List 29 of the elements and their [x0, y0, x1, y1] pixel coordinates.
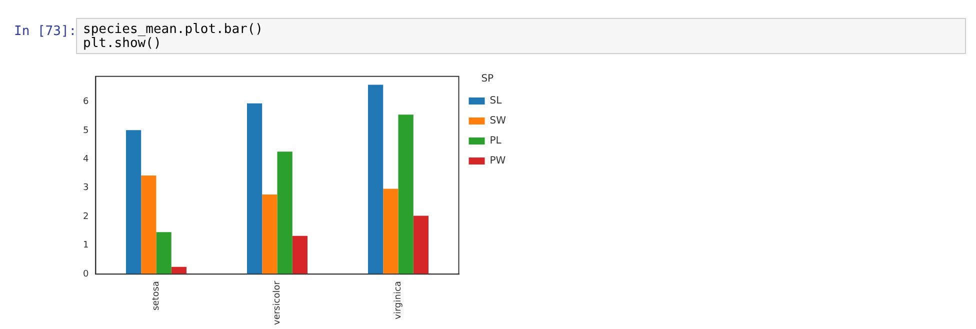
- legend-label: SL: [490, 96, 502, 107]
- bar: [246, 103, 262, 274]
- y-tick-label: 3: [82, 183, 89, 194]
- x-tick-label: virginica: [394, 281, 404, 320]
- y-tick-label: 2: [82, 212, 89, 222]
- legend-title: SP: [481, 74, 494, 85]
- bar: [413, 216, 429, 274]
- bar: [398, 114, 414, 274]
- y-tick-label: 5: [82, 126, 89, 136]
- x-tick-label: versicolor: [272, 280, 283, 326]
- bar: [383, 188, 398, 274]
- bar: [156, 232, 172, 274]
- text: In [73]:: [14, 24, 77, 39]
- bar: [141, 176, 156, 274]
- bar: [277, 152, 292, 274]
- y-tick-label: 4: [82, 154, 89, 164]
- bar: [126, 130, 142, 274]
- bar: [368, 84, 384, 274]
- legend-label: PW: [490, 156, 506, 167]
- legend-label: PL: [490, 136, 502, 147]
- y-tick-label: 6: [82, 97, 89, 108]
- legend-label: SW: [490, 116, 506, 127]
- bar: [171, 266, 186, 274]
- y-tick-label: 0: [82, 269, 89, 280]
- x-tick-label: setosa: [152, 281, 162, 311]
- text: species_mean.plot.bar() plt.show(): [76, 18, 966, 54]
- bar: [292, 236, 308, 274]
- bar: [262, 194, 278, 274]
- y-tick-label: 1: [82, 240, 89, 251]
